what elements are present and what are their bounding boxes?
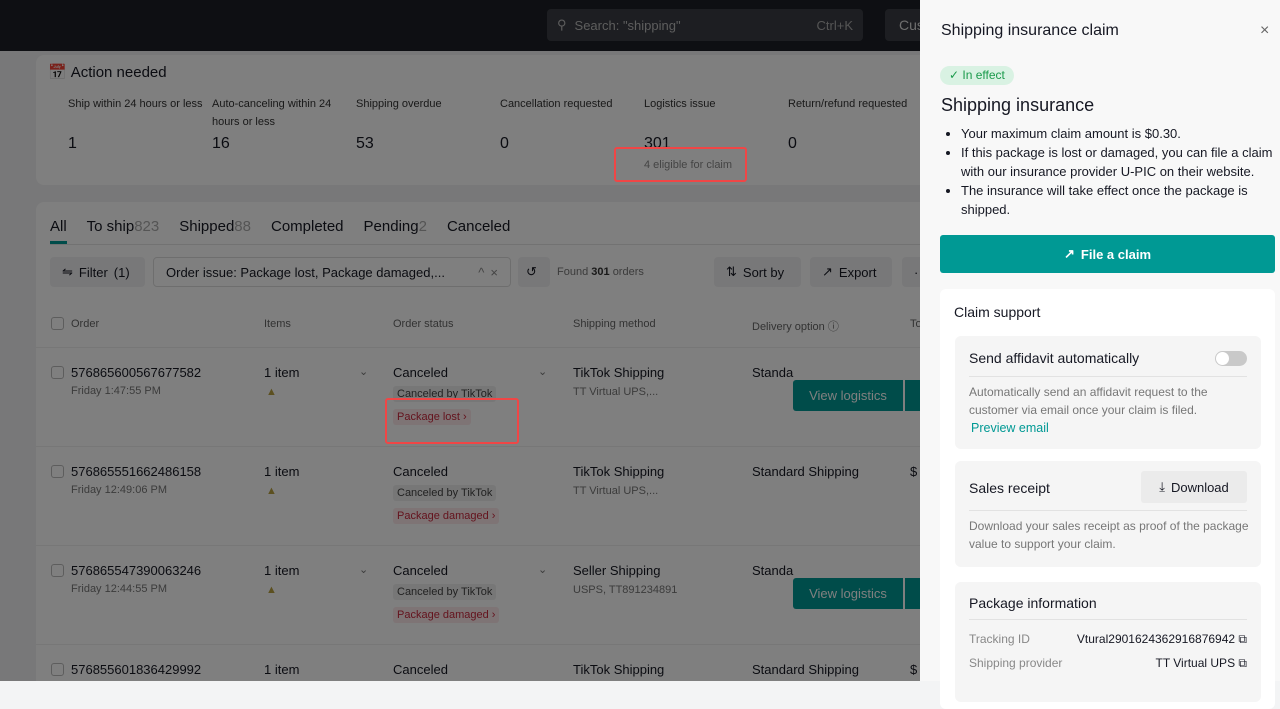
shipping-insurance-claim-drawer: Shipping insurance claim ✓ In effect Shi… — [920, 0, 1280, 709]
shipping-provider[interactable]: TT Virtual UPS ⧉ — [1155, 656, 1247, 670]
insurance-heading: Shipping insurance — [941, 95, 1095, 115]
preview-email-link[interactable]: Preview email — [971, 421, 1049, 435]
affidavit-section: Send affidavit automatically Automatical… — [955, 336, 1261, 449]
status-badge: ✓ In effect — [940, 66, 1014, 85]
affidavit-toggle[interactable] — [1215, 351, 1247, 366]
copy-icon: ⧉ — [1238, 656, 1247, 670]
claim-support-title: Claim support — [954, 304, 1041, 320]
highlight-box — [385, 398, 519, 444]
tracking-id[interactable]: Vtural2901624362916876942 ⧉ — [1076, 632, 1247, 646]
download-icon: ⤓ — [1159, 479, 1165, 494]
external-link-icon: ↗ — [1064, 246, 1075, 261]
download-button[interactable]: ⤓ Download — [1141, 471, 1247, 503]
copy-icon: ⧉ — [1238, 632, 1247, 646]
modal-overlay[interactable] — [0, 0, 920, 681]
claim-support-card: Claim support Send affidavit automatical… — [940, 289, 1275, 709]
package-info-section: Package information Tracking ID Vtural290… — [955, 582, 1261, 702]
sales-receipt-section: Sales receipt ⤓ Download Download your sa… — [955, 461, 1261, 567]
close-icon[interactable]: × — [1260, 22, 1270, 39]
drawer-title: Shipping insurance claim — [941, 22, 1119, 39]
highlight-box — [614, 147, 747, 182]
insurance-details: Your maximum claim amount is $0.30. If t… — [941, 124, 1276, 219]
file-claim-button[interactable]: ↗ File a claim — [940, 235, 1275, 273]
check-icon: ✓ — [949, 68, 960, 82]
orders-page: ⚲Search: "shipping"Ctrl+K Cus 📅Action ne… — [0, 0, 920, 681]
